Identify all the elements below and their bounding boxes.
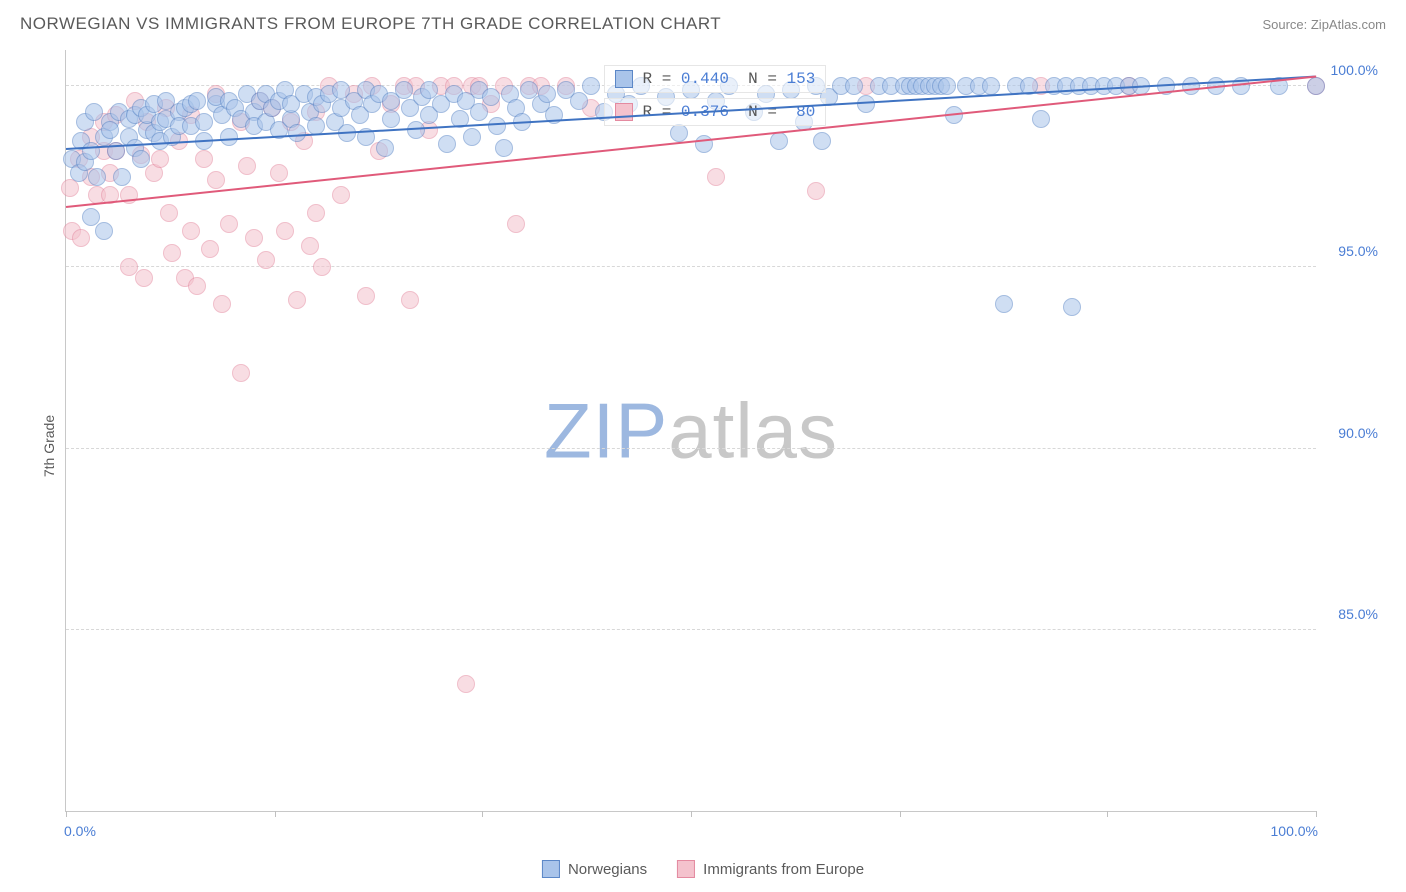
data-point — [332, 186, 350, 204]
data-point — [538, 85, 556, 103]
stats-text: R = 0.440 N = 153 — [643, 70, 816, 88]
data-point — [813, 132, 831, 150]
watermark-atlas: atlas — [668, 386, 838, 474]
x-tick — [275, 811, 276, 817]
legend-item: Norwegians — [542, 860, 647, 878]
data-point — [357, 287, 375, 305]
data-point — [220, 128, 238, 146]
x-tick — [482, 811, 483, 817]
series-swatch — [615, 103, 633, 121]
chart-title: NORWEGIAN VS IMMIGRANTS FROM EUROPE 7TH … — [20, 14, 721, 34]
data-point — [470, 103, 488, 121]
data-point — [163, 244, 181, 262]
data-point — [288, 291, 306, 309]
x-tick — [1107, 811, 1108, 817]
data-point — [245, 229, 263, 247]
data-point — [707, 168, 725, 186]
data-point — [238, 157, 256, 175]
data-point — [507, 215, 525, 233]
gridline — [66, 266, 1316, 267]
data-point — [845, 77, 863, 95]
data-point — [132, 150, 150, 168]
data-point — [438, 135, 456, 153]
data-point — [160, 204, 178, 222]
gridline — [66, 629, 1316, 630]
y-axis-label: 7th Grade — [41, 415, 57, 477]
watermark: ZIPatlas — [544, 385, 838, 476]
data-point — [195, 113, 213, 131]
gridline — [66, 448, 1316, 449]
data-point — [1182, 77, 1200, 95]
data-point — [570, 92, 588, 110]
data-point — [401, 291, 419, 309]
data-point — [1032, 110, 1050, 128]
data-point — [188, 92, 206, 110]
data-point — [276, 222, 294, 240]
data-point — [670, 124, 688, 142]
data-point — [151, 150, 169, 168]
data-point — [807, 182, 825, 200]
legend-item: Immigrants from Europe — [677, 860, 864, 878]
y-tick-label: 85.0% — [1338, 606, 1378, 622]
data-point — [201, 240, 219, 258]
x-tick-label: 0.0% — [64, 823, 96, 839]
data-point — [488, 117, 506, 135]
x-tick — [900, 811, 901, 817]
data-point — [495, 139, 513, 157]
x-tick-label: 100.0% — [1271, 823, 1318, 839]
data-point — [95, 222, 113, 240]
plot-area: ZIPatlas 85.0%90.0%95.0%100.0%0.0%100.0%… — [65, 50, 1316, 812]
legend: Norwegians Immigrants from Europe — [542, 860, 864, 878]
data-point — [113, 168, 131, 186]
legend-swatch — [677, 860, 695, 878]
x-tick — [1316, 811, 1317, 817]
data-point — [207, 171, 225, 189]
legend-swatch — [542, 860, 560, 878]
watermark-zip: ZIP — [544, 386, 668, 474]
legend-label: Immigrants from Europe — [703, 861, 864, 878]
data-point — [995, 295, 1013, 313]
data-point — [1063, 298, 1081, 316]
data-point — [482, 88, 500, 106]
data-point — [313, 258, 331, 276]
data-point — [982, 77, 1000, 95]
data-point — [72, 229, 90, 247]
data-point — [182, 222, 200, 240]
data-point — [463, 128, 481, 146]
data-point — [1307, 77, 1325, 95]
data-point — [301, 237, 319, 255]
data-point — [376, 139, 394, 157]
data-point — [101, 121, 119, 139]
data-point — [85, 103, 103, 121]
data-point — [232, 364, 250, 382]
series-swatch — [615, 70, 633, 88]
y-tick-label: 100.0% — [1331, 62, 1378, 78]
data-point — [88, 168, 106, 186]
data-point — [213, 295, 231, 313]
source-attribution: Source: ZipAtlas.com — [1262, 17, 1386, 32]
data-point — [257, 251, 275, 269]
y-tick-label: 90.0% — [1338, 425, 1378, 441]
data-point — [382, 110, 400, 128]
x-tick — [691, 811, 692, 817]
data-point — [857, 95, 875, 113]
x-tick — [66, 811, 67, 817]
data-point — [582, 77, 600, 95]
legend-label: Norwegians — [568, 861, 647, 878]
stats-box: R = 0.440 N = 153 — [604, 65, 827, 93]
data-point — [220, 215, 238, 233]
data-point — [938, 77, 956, 95]
y-tick-label: 95.0% — [1338, 243, 1378, 259]
data-point — [135, 269, 153, 287]
data-point — [188, 277, 206, 295]
data-point — [270, 164, 288, 182]
data-point — [395, 81, 413, 99]
data-point — [457, 675, 475, 693]
data-point — [195, 150, 213, 168]
chart-container: 7th Grade ZIPatlas 85.0%90.0%95.0%100.0%… — [20, 50, 1386, 842]
data-point — [307, 204, 325, 222]
